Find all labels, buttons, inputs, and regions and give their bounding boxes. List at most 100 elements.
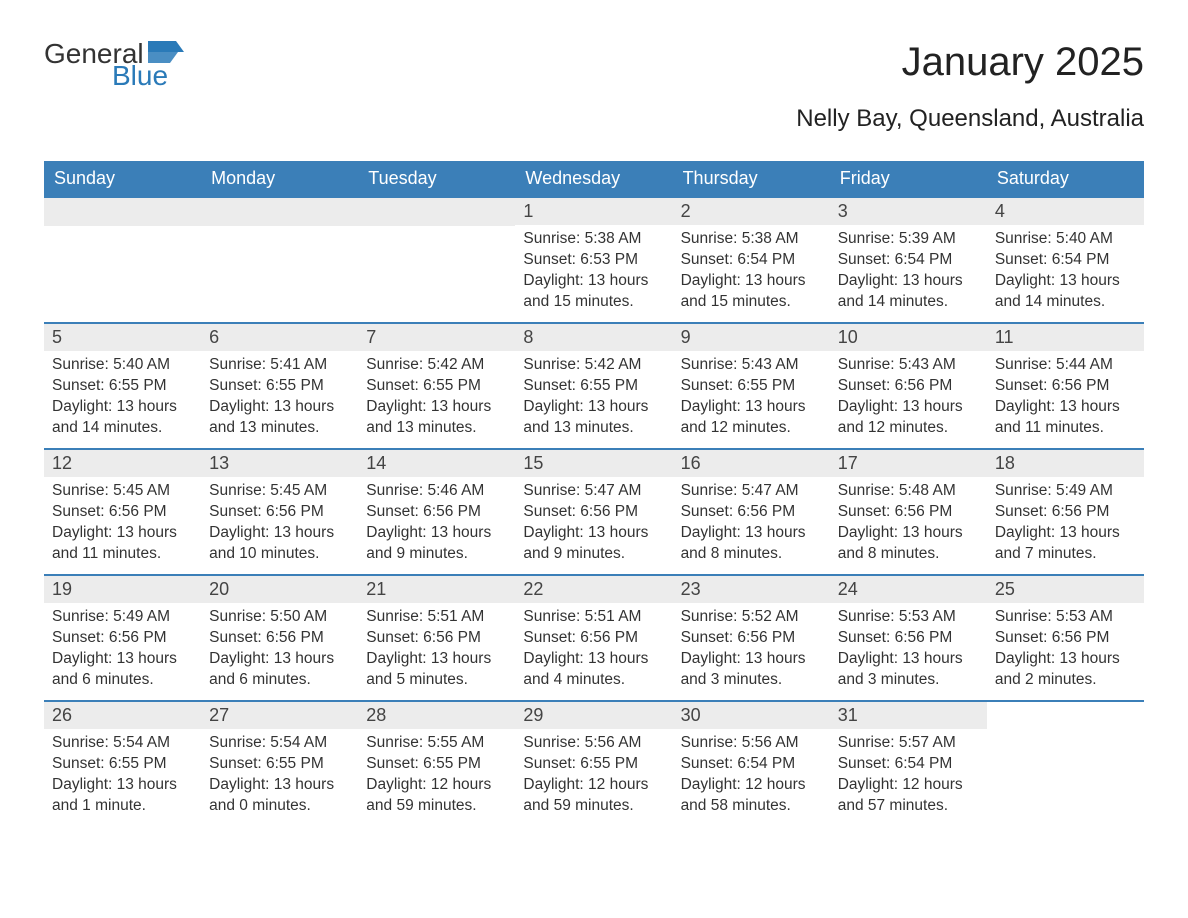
empty-cell [201,198,358,322]
day-number: 23 [673,576,830,603]
day-d1-text: Daylight: 12 hours [838,775,979,796]
day-sunrise-text: Sunrise: 5:40 AM [995,229,1136,250]
day-number: 13 [201,450,358,477]
day-cell: 8Sunrise: 5:42 AMSunset: 6:55 PMDaylight… [515,324,672,448]
day-cell: 21Sunrise: 5:51 AMSunset: 6:56 PMDayligh… [358,576,515,700]
day-sunrise-text: Sunrise: 5:50 AM [209,607,350,628]
day-content: Sunrise: 5:42 AMSunset: 6:55 PMDaylight:… [515,351,672,447]
weekday-header: Wednesday [515,161,672,196]
day-d2-text: and 6 minutes. [52,670,193,691]
day-sunrise-text: Sunrise: 5:54 AM [52,733,193,754]
day-sunrise-text: Sunrise: 5:46 AM [366,481,507,502]
day-sunset-text: Sunset: 6:56 PM [681,628,822,649]
day-d2-text: and 13 minutes. [523,418,664,439]
day-number: 3 [830,198,987,225]
weekday-header: Saturday [987,161,1144,196]
title-block: January 2025 Nelly Bay, Queensland, Aust… [796,40,1144,133]
day-sunrise-text: Sunrise: 5:38 AM [681,229,822,250]
day-sunrise-text: Sunrise: 5:38 AM [523,229,664,250]
day-sunset-text: Sunset: 6:55 PM [681,376,822,397]
day-sunset-text: Sunset: 6:55 PM [52,754,193,775]
day-number: 7 [358,324,515,351]
day-sunrise-text: Sunrise: 5:47 AM [523,481,664,502]
day-sunset-text: Sunset: 6:54 PM [838,250,979,271]
day-d2-text: and 14 minutes. [838,292,979,313]
day-cell: 4Sunrise: 5:40 AMSunset: 6:54 PMDaylight… [987,198,1144,322]
day-content: Sunrise: 5:52 AMSunset: 6:56 PMDaylight:… [673,603,830,699]
day-cell: 12Sunrise: 5:45 AMSunset: 6:56 PMDayligh… [44,450,201,574]
day-d1-text: Daylight: 13 hours [523,271,664,292]
empty-cell [358,198,515,322]
day-cell: 24Sunrise: 5:53 AMSunset: 6:56 PMDayligh… [830,576,987,700]
day-sunset-text: Sunset: 6:56 PM [838,376,979,397]
day-d1-text: Daylight: 13 hours [838,523,979,544]
day-d1-text: Daylight: 13 hours [209,397,350,418]
week-row: 19Sunrise: 5:49 AMSunset: 6:56 PMDayligh… [44,574,1144,700]
day-number: 26 [44,702,201,729]
day-sunset-text: Sunset: 6:56 PM [366,502,507,523]
day-d2-text: and 13 minutes. [366,418,507,439]
day-cell: 2Sunrise: 5:38 AMSunset: 6:54 PMDaylight… [673,198,830,322]
day-sunset-text: Sunset: 6:54 PM [681,754,822,775]
day-content: Sunrise: 5:40 AMSunset: 6:54 PMDaylight:… [987,225,1144,321]
weekday-row: SundayMondayTuesdayWednesdayThursdayFrid… [44,161,1144,196]
day-content: Sunrise: 5:43 AMSunset: 6:55 PMDaylight:… [673,351,830,447]
day-sunset-text: Sunset: 6:55 PM [209,754,350,775]
day-cell: 19Sunrise: 5:49 AMSunset: 6:56 PMDayligh… [44,576,201,700]
day-cell: 25Sunrise: 5:53 AMSunset: 6:56 PMDayligh… [987,576,1144,700]
day-d1-text: Daylight: 12 hours [523,775,664,796]
day-content: Sunrise: 5:54 AMSunset: 6:55 PMDaylight:… [201,729,358,825]
day-number: 21 [358,576,515,603]
day-d1-text: Daylight: 13 hours [995,523,1136,544]
day-d1-text: Daylight: 13 hours [838,271,979,292]
empty-daynum [44,198,201,226]
day-number: 1 [515,198,672,225]
day-sunset-text: Sunset: 6:56 PM [366,628,507,649]
day-content: Sunrise: 5:48 AMSunset: 6:56 PMDaylight:… [830,477,987,573]
day-sunset-text: Sunset: 6:54 PM [681,250,822,271]
day-cell: 29Sunrise: 5:56 AMSunset: 6:55 PMDayligh… [515,702,672,826]
day-d1-text: Daylight: 13 hours [995,271,1136,292]
day-content: Sunrise: 5:43 AMSunset: 6:56 PMDaylight:… [830,351,987,447]
day-content: Sunrise: 5:56 AMSunset: 6:54 PMDaylight:… [673,729,830,825]
day-d2-text: and 8 minutes. [838,544,979,565]
day-d1-text: Daylight: 13 hours [366,397,507,418]
day-number: 12 [44,450,201,477]
day-sunrise-text: Sunrise: 5:55 AM [366,733,507,754]
day-d1-text: Daylight: 12 hours [366,775,507,796]
day-d1-text: Daylight: 13 hours [681,271,822,292]
weekday-header: Monday [201,161,358,196]
day-d1-text: Daylight: 13 hours [523,649,664,670]
day-cell: 17Sunrise: 5:48 AMSunset: 6:56 PMDayligh… [830,450,987,574]
day-sunrise-text: Sunrise: 5:53 AM [995,607,1136,628]
day-sunrise-text: Sunrise: 5:56 AM [681,733,822,754]
day-cell: 27Sunrise: 5:54 AMSunset: 6:55 PMDayligh… [201,702,358,826]
empty-daynum [358,198,515,226]
day-number: 14 [358,450,515,477]
day-cell: 30Sunrise: 5:56 AMSunset: 6:54 PMDayligh… [673,702,830,826]
day-sunrise-text: Sunrise: 5:52 AM [681,607,822,628]
day-sunset-text: Sunset: 6:55 PM [523,754,664,775]
day-sunset-text: Sunset: 6:56 PM [995,376,1136,397]
day-sunset-text: Sunset: 6:56 PM [209,628,350,649]
day-cell: 6Sunrise: 5:41 AMSunset: 6:55 PMDaylight… [201,324,358,448]
day-number: 11 [987,324,1144,351]
day-content: Sunrise: 5:44 AMSunset: 6:56 PMDaylight:… [987,351,1144,447]
day-cell: 18Sunrise: 5:49 AMSunset: 6:56 PMDayligh… [987,450,1144,574]
day-number: 22 [515,576,672,603]
day-sunset-text: Sunset: 6:55 PM [366,754,507,775]
day-cell: 16Sunrise: 5:47 AMSunset: 6:56 PMDayligh… [673,450,830,574]
day-d2-text: and 15 minutes. [681,292,822,313]
day-sunrise-text: Sunrise: 5:56 AM [523,733,664,754]
day-d2-text: and 5 minutes. [366,670,507,691]
day-sunrise-text: Sunrise: 5:51 AM [523,607,664,628]
page-header: General Blue January 2025 Nelly Bay, Que… [44,40,1144,133]
day-number: 30 [673,702,830,729]
day-sunset-text: Sunset: 6:56 PM [523,502,664,523]
day-sunrise-text: Sunrise: 5:40 AM [52,355,193,376]
week-row: 26Sunrise: 5:54 AMSunset: 6:55 PMDayligh… [44,700,1144,826]
day-sunrise-text: Sunrise: 5:49 AM [52,607,193,628]
day-sunrise-text: Sunrise: 5:45 AM [52,481,193,502]
day-number: 24 [830,576,987,603]
day-sunrise-text: Sunrise: 5:49 AM [995,481,1136,502]
